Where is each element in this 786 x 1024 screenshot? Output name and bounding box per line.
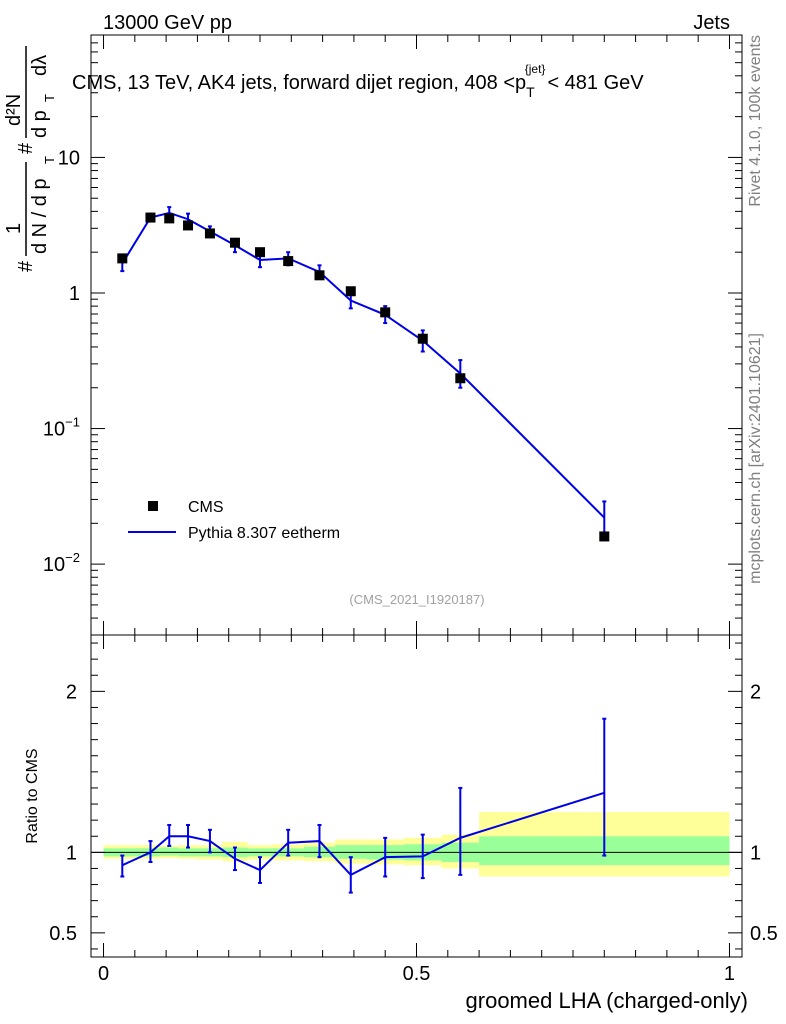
- svg-text:#: #: [15, 260, 37, 272]
- cms-series: [117, 212, 610, 542]
- legend-pythia-label: Pythia 8.307 eetherm: [188, 525, 340, 542]
- mcplots-label: mcplots.cern.ch [arXiv:2401.10621]: [747, 333, 764, 584]
- main-y-tick-label: 1: [69, 283, 80, 305]
- svg-text:dλ: dλ: [29, 55, 51, 76]
- cms-data-point: [183, 220, 194, 231]
- cms-data-point: [314, 270, 325, 281]
- cms-data-point: [417, 333, 428, 344]
- header-right: Jets: [693, 12, 730, 34]
- cms-data-point: [255, 247, 266, 258]
- legend-cms-marker: [148, 501, 158, 511]
- cms-data-point: [229, 237, 240, 248]
- cms-data-point: [145, 212, 156, 223]
- x-tick-label: 1: [724, 963, 735, 985]
- x-tick-label: 0.5: [403, 963, 431, 985]
- legend: CMS Pythia 8.307 eetherm: [128, 499, 340, 542]
- x-tick-label: 0: [98, 963, 109, 985]
- band-green-bin: [159, 847, 179, 856]
- pythia-series: [120, 206, 607, 538]
- ratio-y-tick-label: 1: [66, 842, 77, 864]
- cms-data-point: [283, 256, 294, 267]
- header-left: 13000 GeV pp: [103, 12, 232, 34]
- ratio-y-tick-label-right: 1: [750, 842, 761, 864]
- svg-text:T: T: [42, 156, 57, 164]
- y-axis-label-ratio: Ratio to CMS: [24, 748, 41, 843]
- ratio-y-tick-label: 0.5: [49, 923, 77, 945]
- svg-text:1: 1: [3, 223, 25, 234]
- svg-text:d N / d p: d N / d p: [29, 178, 51, 254]
- main-y-tick-label: 10−2: [43, 550, 80, 576]
- main-y-ticks: 10−2 10−1 1 10: [43, 34, 742, 636]
- main-y-tick-label: 10: [58, 147, 80, 169]
- ratio-panel-frame: [90, 634, 743, 958]
- ratio-y-tick-label: 2: [66, 681, 77, 703]
- cms-data-point: [204, 228, 215, 239]
- svg-text:T: T: [42, 94, 57, 102]
- pythia-line: [121, 211, 605, 519]
- rivet-label: Rivet 4.1.0, 100k events: [747, 35, 764, 207]
- ratio-series: [120, 717, 607, 894]
- main-panel-frame: [90, 34, 743, 636]
- cms-data-point: [380, 307, 391, 318]
- svg-text:#: #: [15, 142, 37, 154]
- ratio-y-ticks: 0.5 0.5 1 1 2 2: [49, 642, 778, 950]
- cms-data-point: [164, 213, 175, 224]
- ratio-y-tick-label-right: 0.5: [750, 923, 778, 945]
- cms-data-point: [117, 253, 128, 264]
- cms-data-point: [599, 531, 610, 542]
- x-axis-label: groomed LHA (charged-only): [466, 988, 748, 1013]
- ratio-y-tick-label-right: 2: [750, 681, 761, 703]
- cms-data-point: [345, 286, 356, 297]
- svg-text:d p: d p: [29, 110, 51, 138]
- ratio-line: [121, 791, 605, 877]
- y-axis-label-main: # 1 d N / d p T # d²N d p T dλ: [3, 46, 57, 272]
- plot-title: CMS, 13 TeV, AK4 jets, forward dijet reg…: [72, 62, 644, 100]
- cms-data-point: [455, 373, 466, 384]
- legend-cms-label: CMS: [188, 499, 224, 516]
- svg-text:d²N: d²N: [3, 94, 25, 126]
- analysis-id: (CMS_2021_I1920187): [349, 592, 484, 607]
- main-y-tick-label: 10−1: [43, 415, 80, 441]
- x-ticks: 0 0.5 1: [98, 35, 735, 985]
